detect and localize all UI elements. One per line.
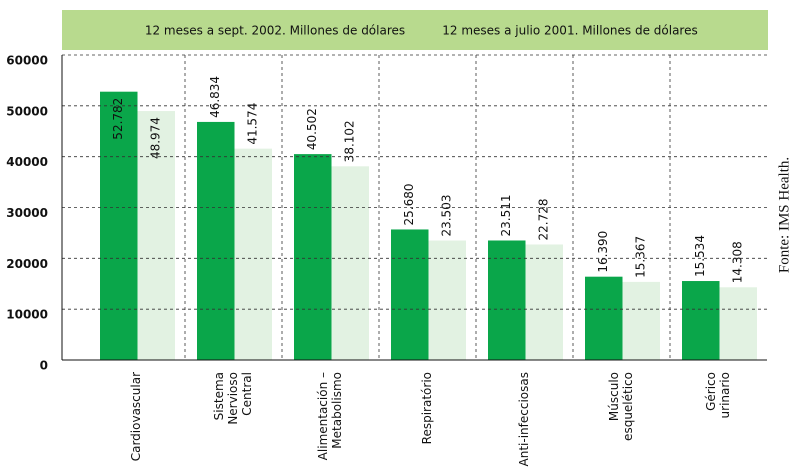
label-line: Sistema — [212, 372, 226, 420]
label-line: urinario — [718, 372, 732, 418]
label-line: Nervioso — [226, 372, 240, 425]
label-line: Músculo — [607, 372, 621, 421]
y-tick-label: 0 — [40, 359, 48, 373]
x-tick-label: Géricourinario — [704, 372, 732, 418]
value-label: 15.367 — [634, 236, 648, 278]
bar — [428, 240, 466, 360]
bar — [585, 276, 623, 360]
source: Fonte: IMS Health. — [776, 157, 792, 273]
y-tick-label: 40000 — [6, 155, 48, 169]
label-line: Metabolismo — [330, 372, 344, 449]
label-line: Cardiovascular — [129, 372, 143, 461]
legend-band — [62, 10, 768, 50]
x-tick-label: Anti-infecciosas — [517, 372, 531, 466]
y-tick-label: 10000 — [6, 308, 48, 322]
bar — [137, 111, 175, 361]
value-label: 25.680 — [402, 183, 416, 225]
value-label: 22.728 — [537, 198, 551, 240]
y-tick-label: 50000 — [6, 104, 48, 118]
bar — [197, 121, 235, 360]
legend-label: 12 meses a sept. 2002. Millones de dólar… — [145, 24, 405, 38]
label-line: Alimentación – — [316, 372, 330, 460]
label-line: Gérico — [704, 372, 718, 411]
bar — [525, 244, 563, 360]
x-tick-label: Respiratório — [420, 372, 434, 444]
bar — [622, 281, 660, 360]
legend-label: 12 meses a julio 2001. Millones de dólar… — [442, 24, 697, 38]
label-line: esquelético — [621, 372, 635, 441]
value-label: 15.534 — [693, 235, 707, 277]
value-label: 14.308 — [731, 241, 745, 283]
bar — [331, 166, 369, 360]
bar — [234, 148, 272, 360]
value-label: 41.574 — [246, 103, 260, 145]
bar — [100, 91, 138, 360]
bar — [488, 240, 526, 360]
bar — [294, 154, 332, 360]
x-tick-label: Músculoesquelético — [607, 372, 635, 441]
value-label: 48.974 — [149, 117, 163, 159]
y-tick-label: 60000 — [6, 54, 48, 68]
x-tick-label: Cardiovascular — [129, 372, 143, 461]
value-label: 16.390 — [596, 231, 610, 273]
value-label: 52.782 — [111, 98, 125, 140]
bar — [682, 281, 720, 360]
y-tick-label: 30000 — [6, 206, 48, 220]
bar — [719, 287, 757, 360]
x-tick-label: Alimentación –Metabolismo — [316, 372, 344, 460]
value-label: 40.502 — [305, 108, 319, 150]
bars — [100, 91, 757, 361]
x-tick-label: SistemaNerviosoCentral — [212, 372, 254, 425]
value-label: 23.503 — [440, 195, 454, 237]
label-line: Central — [240, 372, 254, 416]
bar — [391, 229, 429, 360]
label-line: Respiratório — [420, 372, 434, 444]
y-tick-label: 20000 — [6, 257, 48, 271]
value-label: 23.511 — [499, 194, 513, 236]
label-line: Anti-infecciosas — [517, 372, 531, 466]
value-label: 46.834 — [208, 76, 222, 118]
value-label: 38.102 — [343, 120, 357, 162]
